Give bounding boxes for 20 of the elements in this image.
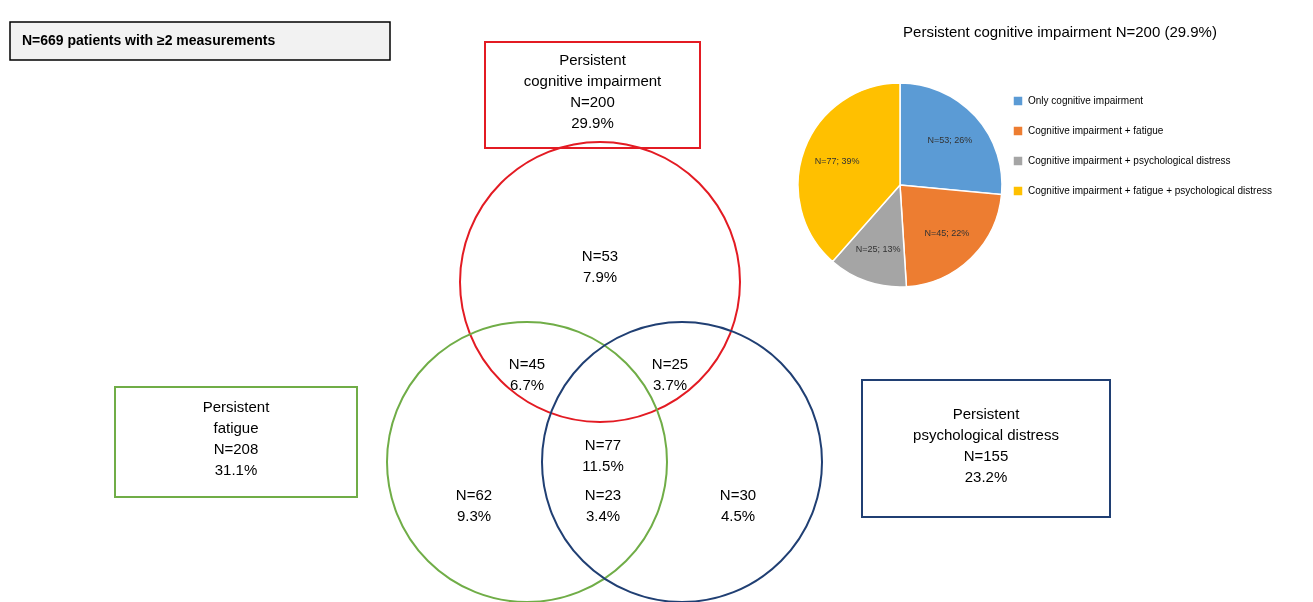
text: N=25 3.7% xyxy=(651,355,689,393)
data-label: N=45; 22% xyxy=(924,228,970,239)
legend-label: Only cognitive impairment xyxy=(1028,95,1144,106)
category-label: Persistent cognitive impairment N=200 29.9% xyxy=(523,51,663,131)
legend-label: Cognitive impairment + fatigue + psychological distress xyxy=(1028,185,1273,196)
text: N=30 4.5% xyxy=(719,486,757,524)
category-label: Persistent psychological distress N=155 23.2% xyxy=(913,404,1059,485)
text: N=23 3.4% xyxy=(584,486,622,524)
data-label: N=25; 13% xyxy=(855,243,901,254)
chart-title: Persistent cognitive impairment N=200 (29.9%) xyxy=(903,23,1217,40)
text: N=53 7.9% xyxy=(581,247,619,285)
text: N=669 patients with ≥2 measurements xyxy=(22,32,276,48)
text: N=62 9.3% xyxy=(455,486,493,524)
text: N=45 6.7% xyxy=(508,355,546,393)
legend-label: Cognitive impairment + fatigue xyxy=(1028,125,1164,136)
data-label: N=53; 26% xyxy=(927,134,973,145)
text: N=77 11.5% xyxy=(582,436,624,474)
category-label: Persistent fatigue N=208 31.1% xyxy=(202,398,271,478)
data-label: N=77; 39% xyxy=(814,156,860,167)
legend-label: Cognitive impairment + psychological distress xyxy=(1028,155,1231,166)
